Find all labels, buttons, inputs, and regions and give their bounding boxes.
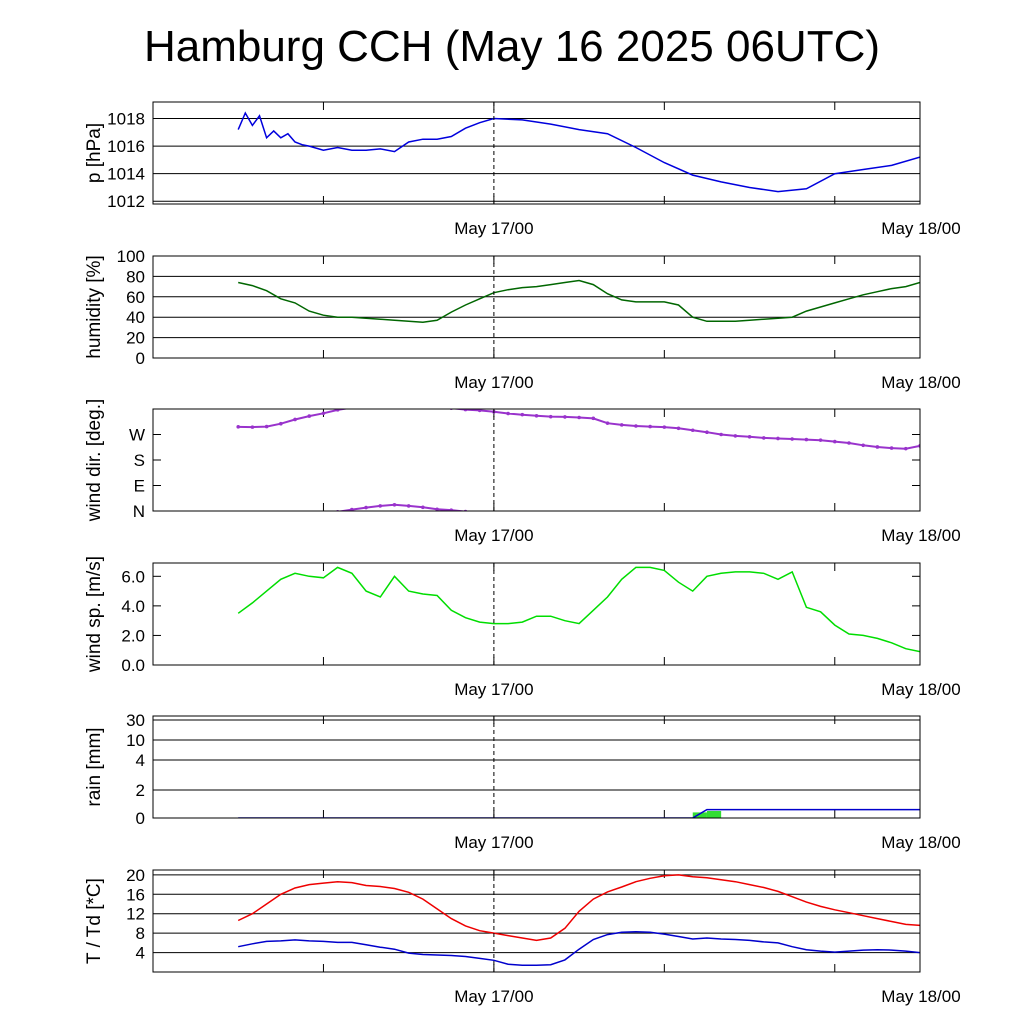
y-tick-label: 100 xyxy=(117,247,145,266)
y-tick-label: 1016 xyxy=(107,137,145,156)
x-tick-label: May 18/00 xyxy=(881,833,960,852)
panel-frame xyxy=(152,562,921,666)
wind-dir-line xyxy=(238,409,920,450)
y-tick-label: S xyxy=(134,451,145,470)
y-axis-label: T / Td [*C] xyxy=(84,878,105,964)
x-tick-label: May 18/00 xyxy=(881,987,960,1006)
y-tick-label: 40 xyxy=(126,308,145,327)
y-tick-label: 12 xyxy=(126,905,145,924)
y-tick-label: 20 xyxy=(126,866,145,885)
series-line-1 xyxy=(237,111,920,193)
y-tick-label: 60 xyxy=(126,288,145,307)
panel-frame xyxy=(152,715,921,819)
x-tick-label: May 17/00 xyxy=(454,987,533,1006)
y-tick-label: 2 xyxy=(136,781,145,800)
y-axis-label: p [hPa] xyxy=(84,123,105,183)
y-tick-label: 2.0 xyxy=(121,626,145,645)
y-axis-label: rain [mm] xyxy=(84,727,105,806)
y-axis-label: humidity [%] xyxy=(84,255,105,358)
y-tick-label: 16 xyxy=(126,885,145,904)
y-tick-label: 1012 xyxy=(107,192,145,211)
wind-dir-series xyxy=(236,409,920,511)
y-tick-label: 8 xyxy=(136,924,145,943)
x-tick-label: May 18/00 xyxy=(881,526,960,545)
panel-1: 1012 1014 1016 1018 May 17/00 May 18/00 p [hPa… xyxy=(84,101,961,238)
y-tick-label: W xyxy=(129,426,145,445)
y-tick-label: 1018 xyxy=(107,110,145,129)
series-line-1 xyxy=(238,279,920,324)
wind-dir-line xyxy=(337,503,473,511)
y-tick-label: 4 xyxy=(136,751,145,770)
y-tick-label: 0 xyxy=(136,809,145,828)
x-tick-label: May 17/00 xyxy=(454,833,533,852)
chart-title: Hamburg CCH (May 16 2025 06UTC) xyxy=(143,22,881,71)
x-tick-label: May 18/00 xyxy=(881,219,960,238)
y-axis-label: wind dir. [deg.] xyxy=(84,399,105,523)
x-tick-label: May 17/00 xyxy=(454,680,533,699)
x-tick-label: May 18/00 xyxy=(881,680,960,699)
panel-frame xyxy=(152,255,921,359)
y-tick-label: 0.0 xyxy=(121,656,145,675)
y-axis-label: wind sp. [m/s] xyxy=(84,556,105,673)
series-line-1 xyxy=(238,808,920,818)
panel-frame xyxy=(152,869,921,973)
series-line-1 xyxy=(237,874,920,942)
panel-frame xyxy=(152,101,921,205)
y-tick-label: 4.0 xyxy=(121,597,145,616)
x-tick-label: May 17/00 xyxy=(454,526,533,545)
y-tick-label: E xyxy=(134,477,145,496)
panel-frame xyxy=(152,408,921,512)
series-line-2 xyxy=(238,930,920,966)
y-tick-label: N xyxy=(133,502,145,521)
y-tick-label: 4 xyxy=(136,944,145,963)
rain-bar xyxy=(706,811,722,818)
wind-dir-point xyxy=(463,509,468,511)
x-tick-label: May 17/00 xyxy=(454,373,533,392)
x-tick-label: May 18/00 xyxy=(881,373,960,392)
panel-4: 0.0 2.0 4.0 6.0 May 17/00 May 18/00 wind sp. [… xyxy=(84,556,961,699)
rain-bar xyxy=(692,812,707,818)
series-line-1 xyxy=(237,566,920,653)
y-tick-label: 10 xyxy=(126,731,145,750)
y-tick-label: 20 xyxy=(126,329,145,348)
y-tick-label: 6.0 xyxy=(121,567,145,586)
y-tick-label: 0 xyxy=(136,349,145,368)
y-tick-label: 1014 xyxy=(107,165,145,184)
y-tick-label: 80 xyxy=(126,267,145,286)
y-tick-label: 30 xyxy=(126,711,145,730)
x-tick-label: May 17/00 xyxy=(454,219,533,238)
